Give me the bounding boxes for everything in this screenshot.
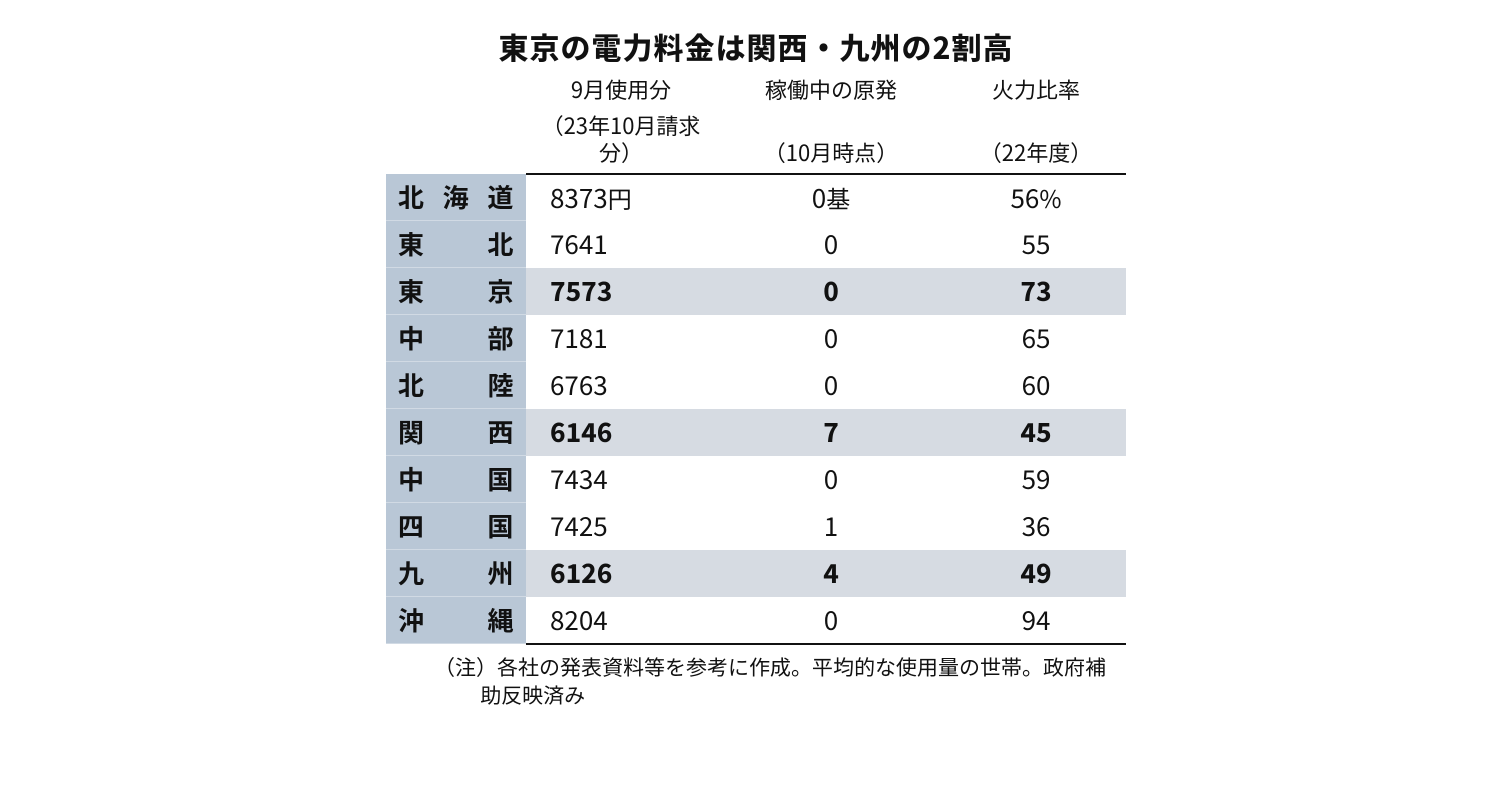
cell-region: 四 国 xyxy=(386,503,526,550)
cell-price: 7434 xyxy=(526,456,716,503)
col-region-header-l2 xyxy=(386,110,526,174)
nuclear-value: 4 xyxy=(823,554,839,591)
cell-thermal: 56% xyxy=(946,174,1126,221)
nuclear-value: 0 xyxy=(824,225,838,262)
electricity-rate-table-figure: 東京の電力料金は関西・九州の2割高 9月使用分 稼働中の原発 火力比率 （23年… xyxy=(386,24,1126,709)
cell-price: 8373円 xyxy=(526,174,716,221)
rate-table: 9月使用分 稼働中の原発 火力比率 （23年10月請求分） （10月時点） （2… xyxy=(386,74,1126,645)
cell-thermal: 60 xyxy=(946,362,1126,409)
cell-thermal: 59 xyxy=(946,456,1126,503)
cell-region: 九 州 xyxy=(386,550,526,597)
nuclear-unit: 基 xyxy=(826,180,850,215)
thermal-unit: % xyxy=(1039,180,1061,215)
table-row: 東 北 7641 0 55 xyxy=(386,221,1126,268)
table-row: 四 国 7425 1 36 xyxy=(386,503,1126,550)
price-value: 6126 xyxy=(550,554,612,591)
col-nuke-header-l1: 稼働中の原発 xyxy=(716,74,946,110)
cell-thermal: 55 xyxy=(946,221,1126,268)
table-row: 沖 縄 8204 0 94 xyxy=(386,597,1126,644)
cell-nuclear: 0 xyxy=(716,268,946,315)
table-row: 中 部 7181 0 65 xyxy=(386,315,1126,362)
col-price-header-l2: （23年10月請求分） xyxy=(526,110,716,174)
cell-region: 東 京 xyxy=(386,268,526,315)
cell-nuclear: 0 xyxy=(716,362,946,409)
cell-nuclear: 0 xyxy=(716,221,946,268)
thermal-value: 59 xyxy=(1022,460,1051,497)
cell-thermal: 73 xyxy=(946,268,1126,315)
cell-thermal: 65 xyxy=(946,315,1126,362)
table-header: 9月使用分 稼働中の原発 火力比率 （23年10月請求分） （10月時点） （2… xyxy=(386,74,1126,174)
price-value: 6763 xyxy=(550,366,608,403)
figure-footnote: （注）各社の発表資料等を参考に作成。平均的な使用量の世帯。政府補助反映済み xyxy=(432,645,1126,710)
price-value: 8204 xyxy=(550,601,608,638)
cell-price: 7573 xyxy=(526,268,716,315)
nuclear-value: 0 xyxy=(824,319,838,356)
cell-region: 関 西 xyxy=(386,409,526,456)
table-body: 北海道8373円0基56%東 北7641055東 京7573073中 部7181… xyxy=(386,174,1126,644)
cell-nuclear: 1 xyxy=(716,503,946,550)
price-value: 7573 xyxy=(550,272,612,309)
nuclear-value: 1 xyxy=(824,507,838,544)
cell-price: 7181 xyxy=(526,315,716,362)
table-row: 北海道8373円0基56% xyxy=(386,174,1126,221)
thermal-value: 56 xyxy=(1011,179,1040,216)
nuclear-value: 0 xyxy=(823,272,839,309)
cell-price: 6763 xyxy=(526,362,716,409)
col-region-header xyxy=(386,74,526,110)
figure-title: 東京の電力料金は関西・九州の2割高 xyxy=(386,24,1126,68)
cell-thermal: 45 xyxy=(946,409,1126,456)
nuclear-value: 0 xyxy=(824,601,838,638)
col-fire-header-l2: （22年度） xyxy=(946,110,1126,174)
cell-region: 東 北 xyxy=(386,221,526,268)
table-row: 東 京 7573 0 73 xyxy=(386,268,1126,315)
price-value: 8373 xyxy=(550,179,608,216)
price-value: 7181 xyxy=(550,319,608,356)
cell-region: 沖 縄 xyxy=(386,597,526,644)
cell-thermal: 94 xyxy=(946,597,1126,644)
cell-nuclear: 0 xyxy=(716,315,946,362)
cell-thermal: 36 xyxy=(946,503,1126,550)
price-value: 7434 xyxy=(550,460,608,497)
thermal-value: 60 xyxy=(1022,366,1051,403)
table-row: 関 西 6146 7 45 xyxy=(386,409,1126,456)
thermal-value: 36 xyxy=(1022,507,1051,544)
cell-region: 中 国 xyxy=(386,456,526,503)
thermal-value: 49 xyxy=(1020,554,1051,591)
nuclear-value: 7 xyxy=(823,413,839,450)
col-price-header-l1: 9月使用分 xyxy=(526,74,716,110)
cell-region: 北 陸 xyxy=(386,362,526,409)
price-value: 7641 xyxy=(550,225,608,262)
col-fire-header-l1: 火力比率 xyxy=(946,74,1126,110)
cell-nuclear: 0 xyxy=(716,597,946,644)
cell-region: 中 部 xyxy=(386,315,526,362)
cell-price: 8204 xyxy=(526,597,716,644)
cell-nuclear: 7 xyxy=(716,409,946,456)
cell-price: 7641 xyxy=(526,221,716,268)
thermal-value: 94 xyxy=(1022,601,1051,638)
thermal-value: 45 xyxy=(1020,413,1051,450)
price-unit: 円 xyxy=(608,180,632,215)
thermal-value: 55 xyxy=(1022,225,1051,262)
col-nuke-header-l2: （10月時点） xyxy=(716,110,946,174)
cell-price: 6146 xyxy=(526,409,716,456)
cell-thermal: 49 xyxy=(946,550,1126,597)
nuclear-value: 0 xyxy=(824,366,838,403)
cell-price: 7425 xyxy=(526,503,716,550)
cell-nuclear: 4 xyxy=(716,550,946,597)
table-row: 北 陸 6763 0 60 xyxy=(386,362,1126,409)
thermal-value: 73 xyxy=(1020,272,1051,309)
cell-nuclear: 0 xyxy=(716,456,946,503)
thermal-value: 65 xyxy=(1022,319,1051,356)
price-value: 7425 xyxy=(550,507,608,544)
table-row: 中 国 7434 0 59 xyxy=(386,456,1126,503)
cell-price: 6126 xyxy=(526,550,716,597)
cell-region: 北海道 xyxy=(386,174,526,221)
nuclear-value: 0 xyxy=(824,460,838,497)
nuclear-value: 0 xyxy=(812,179,826,216)
price-value: 6146 xyxy=(550,413,612,450)
cell-nuclear: 0基 xyxy=(716,174,946,221)
table-row: 九 州 6126 4 49 xyxy=(386,550,1126,597)
